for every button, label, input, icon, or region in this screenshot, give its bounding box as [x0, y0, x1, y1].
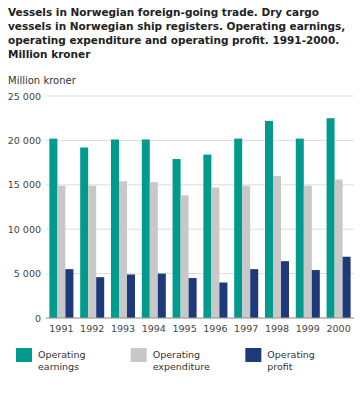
bar	[273, 176, 281, 318]
bar	[327, 118, 335, 318]
bars	[49, 118, 350, 318]
bar	[211, 187, 219, 318]
bar	[312, 270, 320, 318]
y-axis-label: Million kroner	[8, 75, 77, 86]
x-tick-label: 1998	[265, 323, 289, 334]
y-tick-label: 20 000	[8, 135, 41, 146]
x-tick-label: 2000	[327, 323, 351, 334]
bar	[150, 182, 158, 318]
bar	[203, 155, 211, 318]
x-axis-line	[46, 318, 354, 319]
legend-label-line: profit	[267, 361, 293, 372]
bar	[296, 139, 304, 318]
bar	[119, 181, 127, 318]
y-tick-label: 25 000	[8, 91, 41, 102]
chart: Vessels in Norwegian foreign-going trade…	[0, 0, 364, 400]
bar	[158, 274, 166, 318]
title-line: operating expenditure and operating prof…	[8, 34, 339, 46]
title-line: vessels in Norwegian ship registers. Ope…	[8, 20, 345, 32]
legend-label-line: expenditure	[153, 361, 210, 372]
x-tick-label: 1997	[234, 323, 258, 334]
title-line: Vessels in Norwegian foreign-going trade…	[8, 6, 319, 18]
bar	[181, 195, 189, 318]
bar	[250, 269, 258, 318]
x-tick-label: 1992	[80, 323, 104, 334]
grid-line	[46, 140, 354, 141]
y-tick-label: 15 000	[8, 179, 41, 190]
bar	[127, 274, 135, 318]
legend-label: Operatingexpenditure	[153, 349, 210, 372]
bar	[234, 139, 242, 318]
bar	[304, 186, 312, 318]
bar	[49, 139, 57, 318]
title: Vessels in Norwegian foreign-going trade…	[8, 6, 345, 60]
y-tick-label: 0	[35, 313, 41, 324]
bar	[189, 278, 197, 318]
bar	[219, 282, 227, 318]
bar	[96, 277, 104, 318]
legend-label-line: Operating	[267, 349, 315, 360]
bar	[80, 148, 88, 318]
x-tick-label: 1996	[203, 323, 227, 334]
legend-swatch	[131, 348, 147, 362]
legend-swatch	[16, 348, 32, 362]
bar	[65, 269, 73, 318]
grid-line	[46, 318, 354, 319]
title-line: Million kroner	[8, 48, 91, 60]
x-tick-label: 1993	[111, 323, 135, 334]
grid-line	[46, 96, 354, 97]
bar	[142, 140, 150, 318]
legend-label-line: earnings	[38, 361, 79, 372]
legend: OperatingearningsOperatingexpenditureOpe…	[16, 348, 315, 372]
y-tick-label: 10 000	[8, 224, 41, 235]
x-tick-label: 1999	[296, 323, 320, 334]
bar	[111, 140, 119, 318]
legend-label-line: Operating	[153, 349, 201, 360]
bar	[173, 159, 181, 318]
bar	[343, 257, 351, 318]
bar	[335, 179, 343, 318]
legend-swatch	[245, 348, 261, 362]
bar	[57, 186, 65, 318]
legend-label: Operatingearnings	[38, 349, 86, 372]
bar	[88, 186, 96, 318]
x-tick-label: 1991	[49, 323, 73, 334]
bar	[281, 261, 289, 318]
x-tick-label: 1994	[142, 323, 166, 334]
legend-label: Operatingprofit	[267, 349, 315, 372]
legend-label-line: Operating	[38, 349, 86, 360]
bar	[242, 186, 250, 318]
grid	[46, 96, 354, 318]
x-tick-label: 1995	[173, 323, 197, 334]
y-tick-label: 5 000	[14, 268, 41, 279]
grid-line	[46, 184, 354, 185]
bar	[265, 121, 273, 318]
